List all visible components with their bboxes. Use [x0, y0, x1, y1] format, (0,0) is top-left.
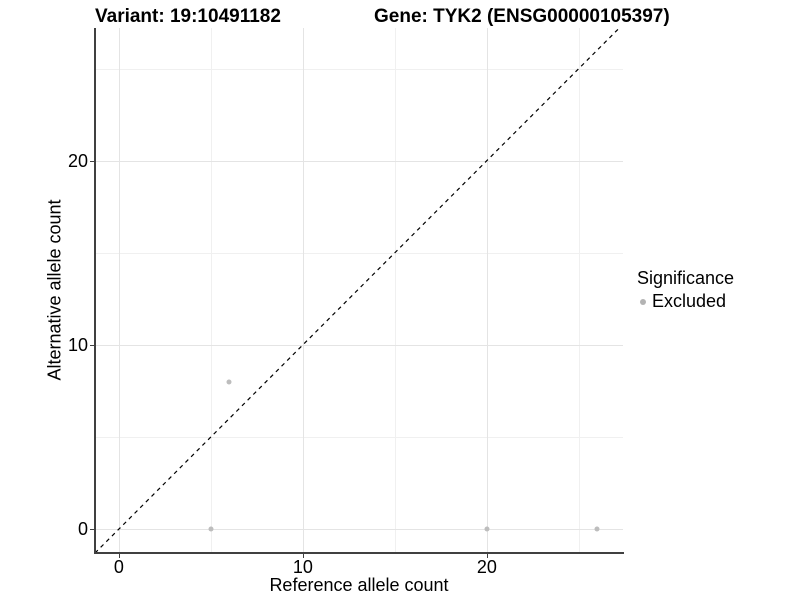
legend-key-dot	[640, 298, 646, 305]
x-minor-gridline	[394, 28, 396, 553]
identity-dashed-line	[95, 28, 620, 553]
data-point	[226, 379, 232, 385]
variant-title: Variant: 19:10491182	[95, 6, 281, 27]
y-tick-label: 20	[67, 150, 88, 171]
x-tick-mark	[118, 554, 120, 558]
x-tick-mark	[486, 554, 488, 558]
x-major-gridline	[118, 28, 120, 553]
x-tick-label: 20	[476, 557, 497, 577]
x-axis-line	[94, 552, 624, 554]
legend-item-label: Excluded	[652, 291, 727, 311]
y-axis-line	[94, 28, 96, 554]
x-tick-label: 0	[113, 557, 124, 577]
y-tick-label: 0	[77, 519, 88, 540]
y-major-gridline	[95, 344, 623, 346]
data-point	[208, 526, 214, 532]
data-point	[484, 526, 490, 532]
legend-items: Excluded	[637, 291, 734, 312]
data-point	[594, 526, 600, 532]
x-major-gridline	[302, 28, 304, 553]
y-tick-mark	[90, 344, 94, 346]
legend: Significance Excluded	[637, 268, 734, 312]
x-minor-gridline	[210, 28, 212, 553]
x-minor-gridline	[578, 28, 580, 553]
y-tick-mark	[90, 160, 94, 162]
legend-item: Excluded	[637, 291, 734, 312]
y-major-gridline	[95, 160, 623, 162]
y-minor-gridline	[95, 68, 623, 70]
y-major-gridline	[95, 529, 623, 531]
y-tick-label: 10	[67, 334, 88, 355]
y-tick-mark	[90, 529, 94, 531]
legend-title: Significance	[637, 268, 735, 288]
x-tick-mark	[302, 554, 304, 558]
x-axis-label: Reference allele count	[269, 575, 449, 595]
x-tick-label: 10	[292, 557, 313, 577]
y-minor-gridline	[95, 436, 623, 438]
plot-panel	[95, 28, 623, 553]
gene-title: Gene: TYK2 (ENSG00000105397)	[374, 6, 670, 27]
y-minor-gridline	[95, 252, 623, 254]
x-major-gridline	[486, 28, 488, 553]
